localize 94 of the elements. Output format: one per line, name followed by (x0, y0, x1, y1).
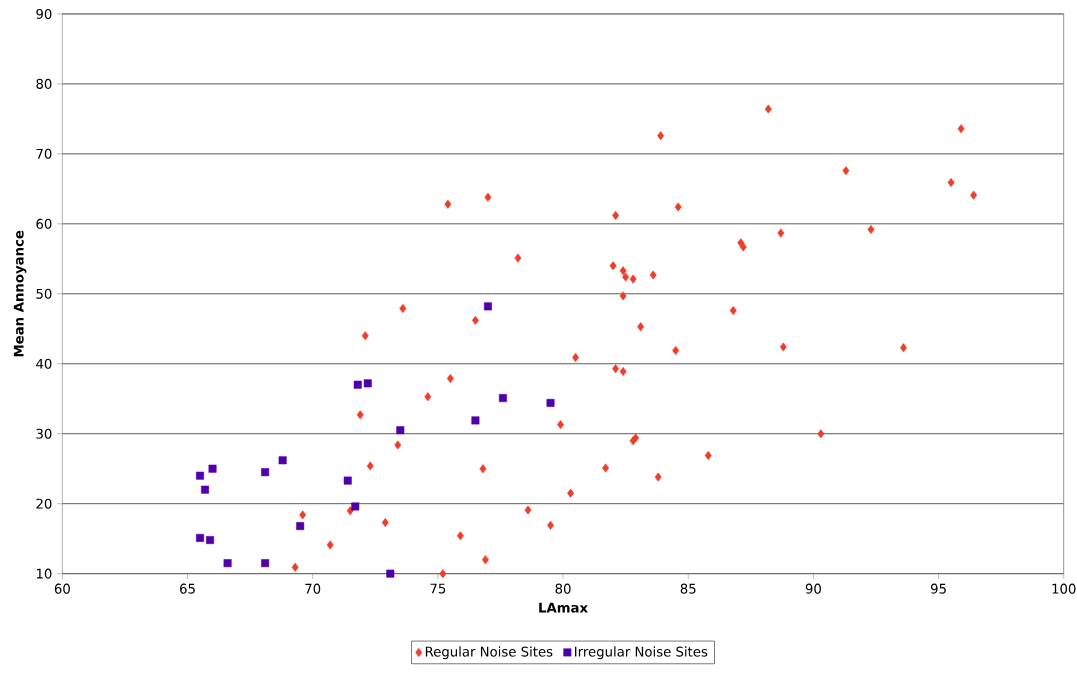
point (567, 488, 574, 498)
x-axis-title: LAmax (539, 602, 588, 613)
point (471, 315, 479, 325)
x-tick-label: 75 (430, 583, 446, 594)
point (481, 555, 489, 565)
point (629, 274, 637, 284)
point (524, 505, 532, 515)
point (842, 166, 850, 176)
point (672, 345, 680, 355)
point (261, 468, 270, 477)
point (206, 536, 215, 544)
point (201, 485, 210, 494)
point (674, 202, 682, 212)
point (817, 429, 825, 439)
point (970, 190, 978, 200)
point (572, 352, 580, 362)
point (343, 476, 352, 485)
y-tick-label: 10 (36, 568, 52, 579)
point (704, 450, 712, 460)
point (479, 464, 487, 474)
point (296, 522, 305, 531)
point (657, 131, 665, 141)
point (777, 228, 785, 238)
point (498, 394, 507, 402)
point (637, 322, 645, 332)
point (609, 261, 617, 271)
x-tick-label: 95 (930, 583, 946, 594)
point (353, 380, 362, 389)
point (396, 426, 405, 435)
point (483, 302, 492, 311)
x-tick-label: 70 (305, 583, 321, 594)
point (622, 272, 630, 282)
x-tick-label: 85 (680, 583, 696, 594)
legend-label: Irregular Noise Sites (575, 646, 708, 660)
point (386, 569, 395, 578)
point (196, 471, 205, 480)
point (444, 199, 452, 209)
point (557, 420, 564, 430)
point (602, 463, 610, 473)
x-tick-label: 65 (180, 583, 195, 594)
point (619, 266, 627, 276)
point (957, 124, 965, 134)
y-tick-label: 80 (36, 78, 52, 89)
y-tick-label: 60 (36, 218, 52, 229)
point (484, 192, 492, 202)
point (779, 342, 787, 352)
y-tick-label: 30 (36, 428, 52, 439)
point (471, 416, 480, 425)
y-tick-label: 50 (36, 288, 52, 299)
point (867, 224, 875, 234)
legend-label: Regular Noise Sites (425, 646, 553, 660)
point (947, 177, 955, 188)
point (424, 392, 432, 402)
y-tick-label: 20 (36, 498, 52, 509)
point (394, 440, 402, 450)
point (361, 331, 369, 341)
point (619, 291, 627, 301)
y-axis-title: Mean Annoyance (13, 230, 27, 357)
point (356, 410, 364, 420)
point (351, 502, 360, 511)
point (739, 242, 747, 252)
point (278, 456, 287, 465)
point (764, 104, 772, 114)
point (446, 373, 454, 383)
point (547, 520, 554, 530)
point (439, 569, 447, 579)
y-tick-label: 40 (36, 358, 52, 369)
point (208, 464, 217, 473)
point (729, 306, 737, 316)
point (363, 379, 372, 388)
point (612, 364, 620, 374)
x-tick-label: 60 (54, 583, 70, 594)
point (456, 531, 464, 541)
y-tick-label: 90 (36, 8, 52, 19)
point (299, 510, 307, 520)
point (291, 562, 299, 572)
point (654, 472, 662, 482)
point (900, 343, 907, 353)
point (196, 533, 205, 542)
x-tick-label: 90 (805, 583, 821, 594)
point (649, 270, 657, 280)
point (514, 253, 522, 263)
point (326, 540, 334, 550)
x-tick-label: 100 (1052, 583, 1076, 594)
point (546, 398, 555, 407)
x-tick-label: 80 (555, 583, 571, 594)
point (619, 366, 627, 376)
point (261, 559, 270, 568)
y-tick-label: 70 (36, 148, 52, 159)
point (223, 559, 232, 568)
point (399, 303, 407, 313)
point (612, 210, 620, 220)
point (366, 461, 374, 471)
point (381, 518, 389, 528)
